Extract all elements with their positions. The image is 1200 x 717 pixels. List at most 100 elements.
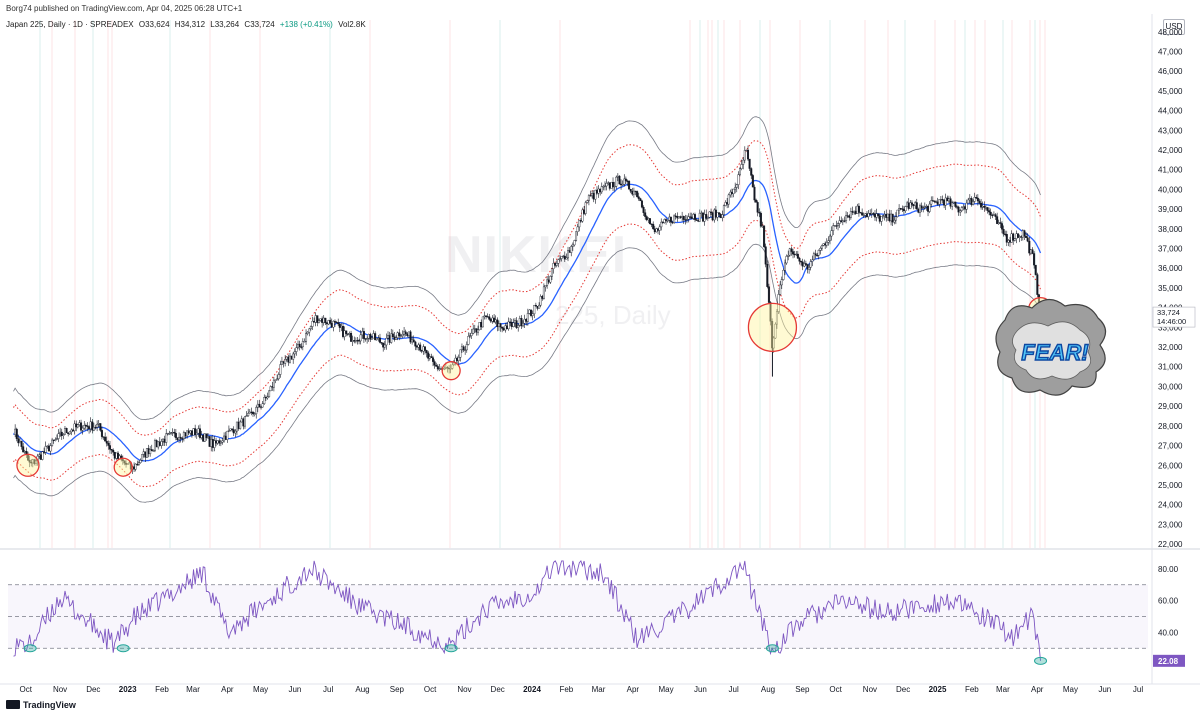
- candle-body: [558, 258, 561, 260]
- candle-body: [682, 216, 685, 220]
- candle-body: [885, 214, 888, 218]
- candle-body: [49, 445, 52, 452]
- candle-body: [854, 210, 857, 214]
- candle-body: [51, 439, 54, 446]
- candle-body: [242, 418, 245, 427]
- candle-body: [280, 361, 283, 365]
- outer-band-upper: [13, 116, 1041, 421]
- candle-body: [877, 213, 880, 216]
- x-tick-label: Jul: [729, 685, 739, 694]
- candle-body: [387, 335, 390, 339]
- candle-body: [547, 279, 550, 283]
- candle-body: [150, 449, 153, 452]
- candle-body: [608, 182, 611, 189]
- candle-body: [636, 191, 639, 197]
- candle-body: [674, 215, 677, 217]
- candle-body: [390, 333, 393, 343]
- currency-button[interactable]: USD: [1163, 19, 1185, 35]
- candle-body: [504, 325, 507, 331]
- symbol-name[interactable]: Japan 225, Daily · 1D · SPREADEX: [6, 20, 134, 29]
- candle-body: [301, 341, 304, 348]
- candle-body: [893, 219, 896, 223]
- candle-body: [149, 449, 152, 455]
- candle-body: [575, 231, 578, 241]
- candle-body: [801, 261, 804, 267]
- candle-body: [597, 188, 600, 194]
- candle-body: [811, 259, 814, 262]
- candle-body: [433, 361, 436, 366]
- y-tick-label: 39,000: [1158, 205, 1183, 214]
- candle-body: [477, 329, 480, 333]
- candle-body: [652, 224, 655, 230]
- candle-body: [422, 346, 425, 352]
- candle-body: [1036, 274, 1039, 295]
- candle-body: [276, 378, 279, 381]
- candle-body: [94, 426, 97, 429]
- buy-signal-circle: [16, 453, 40, 477]
- candle-body: [793, 253, 796, 256]
- candle-body: [568, 250, 571, 253]
- candle-body: [423, 346, 426, 351]
- candle-body: [737, 174, 740, 185]
- candle-body: [955, 206, 958, 208]
- candle-body: [255, 407, 258, 415]
- candle-body: [994, 214, 997, 217]
- candle-body: [526, 313, 529, 322]
- y-tick-label: 44,000: [1158, 107, 1183, 116]
- y-tick-label: 32,000: [1158, 343, 1183, 352]
- candle-body: [1029, 249, 1032, 254]
- candle-body: [295, 347, 298, 352]
- candle-body: [628, 181, 631, 190]
- candle-body: [536, 305, 539, 309]
- candle-body: [451, 364, 454, 369]
- candle-body: [978, 200, 981, 204]
- candle-body: [1015, 233, 1018, 239]
- candle-body: [205, 433, 208, 439]
- footer-brand: TradingView: [6, 700, 76, 710]
- candle-body: [873, 213, 876, 218]
- candle-body: [904, 206, 907, 212]
- candle-body: [915, 202, 918, 210]
- candle-body: [713, 209, 716, 221]
- candle-body: [380, 342, 383, 344]
- candle-body: [817, 250, 820, 256]
- candle-body: [581, 209, 584, 222]
- candle-body: [340, 325, 343, 328]
- candle-body: [1002, 228, 1005, 235]
- candle-body: [440, 368, 443, 370]
- candle-body: [861, 212, 864, 216]
- candle-body: [769, 302, 772, 322]
- candle-body: [399, 335, 402, 337]
- candle-body: [653, 228, 656, 233]
- candle-body: [65, 428, 68, 433]
- candle-body: [377, 337, 380, 339]
- candle-body: [63, 428, 66, 435]
- candle-body: [1012, 233, 1015, 241]
- candle-body: [705, 214, 708, 219]
- x-tick-label: Feb: [559, 685, 573, 694]
- x-tick-label: May: [253, 685, 268, 694]
- candle-body: [345, 330, 348, 334]
- price-badge-countdown: 14:46:00: [1157, 317, 1186, 326]
- candle-body: [644, 212, 647, 217]
- signal-lines: [39, 20, 1046, 548]
- candle-body: [573, 240, 576, 246]
- x-tick-label: May: [1063, 685, 1078, 694]
- candle-body: [665, 219, 668, 221]
- buy-signal-circle: [113, 457, 133, 477]
- candle-body: [142, 451, 145, 455]
- candle-body: [922, 207, 925, 209]
- candle-body: [613, 185, 616, 188]
- x-tick-label: Jul: [323, 685, 333, 694]
- candle-body: [1008, 240, 1011, 243]
- candle-body: [20, 441, 23, 447]
- candle-body: [454, 357, 457, 363]
- candle-body: [152, 450, 155, 452]
- candle-body: [735, 184, 738, 188]
- candle-body: [297, 343, 300, 348]
- candle-body: [997, 222, 1000, 224]
- candle-body: [923, 206, 926, 208]
- open-value: O33,624: [138, 20, 170, 29]
- candle-body: [419, 344, 422, 351]
